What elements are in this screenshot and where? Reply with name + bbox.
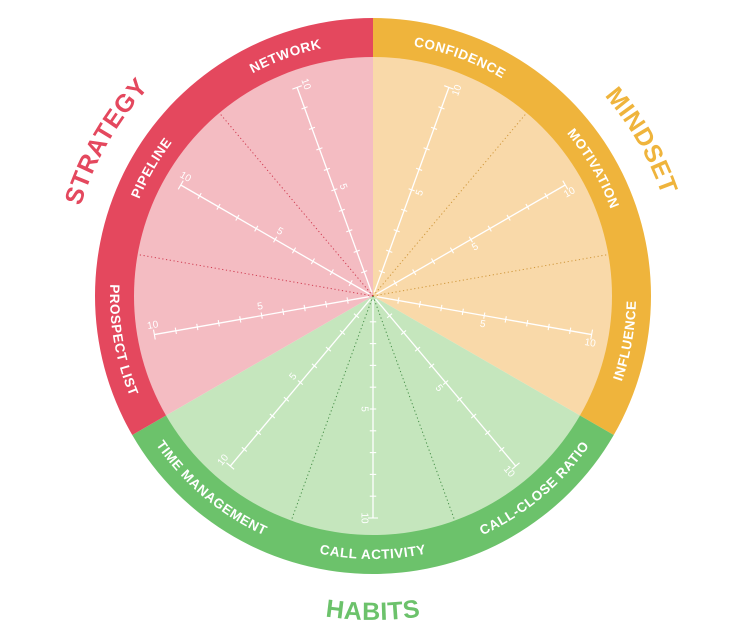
- ring-band-habits: [132, 415, 614, 574]
- ring-band-mindset: [373, 18, 651, 435]
- scale-label-max: 10: [584, 337, 597, 350]
- scale-label-max: 10: [298, 77, 312, 92]
- segment-label-call-activity: CALL ACTIVITY: [319, 542, 428, 562]
- scale-label-mid: 5: [470, 241, 481, 254]
- scale-label-max: 10: [450, 83, 464, 98]
- scale-label-max: 10: [178, 170, 194, 185]
- fill-area-strategy: [133, 57, 373, 416]
- scale-label-max: 10: [359, 512, 370, 524]
- score-spoke: 5 10: [376, 180, 578, 295]
- score-spoke: 5 10: [146, 296, 370, 340]
- scale-label-mid: 5: [337, 182, 349, 191]
- fill-area-mindset: [373, 57, 612, 416]
- ring-band-strategy: [94, 18, 373, 435]
- scale-label-mid: 5: [256, 301, 264, 313]
- scale-label-mid: 5: [414, 188, 426, 197]
- scale-label-mid: 5: [359, 406, 370, 412]
- score-spoke: 5 10: [373, 83, 465, 293]
- score-spoke: 5 10: [359, 300, 378, 524]
- outer-ring: [94, 18, 651, 574]
- scale-label-mid: 5: [287, 371, 299, 383]
- scale-label-max: 10: [562, 185, 578, 200]
- score-spoke: 5 10: [376, 296, 597, 350]
- category-label-habits: HABITS: [324, 595, 421, 626]
- score-spoke: 5 10: [292, 77, 373, 293]
- scale-label-mid: 5: [274, 226, 285, 239]
- score-spoke: 5 10: [178, 170, 370, 295]
- scale-label-max: 10: [146, 319, 159, 332]
- scale-label-mid: 5: [433, 383, 445, 395]
- scale-label-mid: 5: [479, 319, 487, 331]
